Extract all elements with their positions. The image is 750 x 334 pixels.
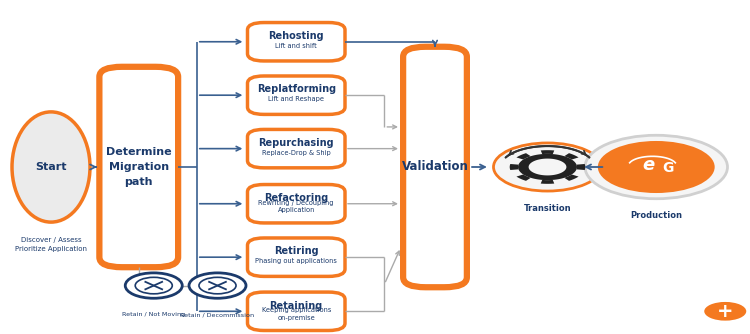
- Text: Phasing out applications: Phasing out applications: [255, 258, 338, 264]
- Text: Rewriting / Decoupling
Application: Rewriting / Decoupling Application: [259, 200, 334, 213]
- FancyBboxPatch shape: [248, 184, 345, 223]
- Circle shape: [585, 135, 728, 199]
- Circle shape: [199, 277, 236, 294]
- FancyBboxPatch shape: [248, 292, 345, 331]
- Text: Refactoring: Refactoring: [264, 193, 328, 203]
- Polygon shape: [564, 153, 578, 160]
- FancyBboxPatch shape: [404, 47, 466, 287]
- Text: Retain / Not Moving: Retain / Not Moving: [122, 312, 185, 317]
- Text: Production: Production: [630, 211, 682, 220]
- Text: Validation: Validation: [401, 161, 469, 173]
- FancyBboxPatch shape: [248, 76, 345, 114]
- FancyBboxPatch shape: [248, 23, 345, 61]
- Text: Transition: Transition: [524, 204, 572, 213]
- FancyBboxPatch shape: [248, 238, 345, 277]
- Text: Lift and Reshape: Lift and Reshape: [268, 96, 324, 102]
- Text: Repurchasing: Repurchasing: [259, 138, 334, 148]
- Text: +: +: [717, 302, 734, 321]
- Ellipse shape: [12, 112, 90, 222]
- Circle shape: [538, 163, 557, 171]
- Text: Retaining: Retaining: [270, 301, 322, 311]
- Polygon shape: [577, 164, 585, 170]
- Polygon shape: [517, 153, 531, 160]
- Text: Retiring: Retiring: [274, 246, 319, 256]
- Text: Lift and shift: Lift and shift: [275, 43, 317, 49]
- Text: Start: Start: [35, 162, 67, 172]
- Text: Discover / Assess
Prioritize Application: Discover / Assess Prioritize Application: [15, 237, 87, 252]
- Polygon shape: [517, 174, 531, 181]
- Polygon shape: [564, 174, 578, 181]
- Text: Rehosting: Rehosting: [268, 31, 324, 41]
- Circle shape: [125, 273, 182, 298]
- Polygon shape: [510, 164, 518, 170]
- Text: e: e: [643, 156, 655, 174]
- Text: Retain / Decommission: Retain / Decommission: [181, 312, 254, 317]
- FancyBboxPatch shape: [248, 129, 345, 168]
- Text: G: G: [662, 161, 674, 175]
- Polygon shape: [541, 180, 554, 184]
- Text: Determine
Migration
path: Determine Migration path: [106, 147, 172, 187]
- Text: Replace-Drop & Ship: Replace-Drop & Ship: [262, 150, 331, 156]
- Circle shape: [135, 277, 172, 294]
- Circle shape: [189, 273, 246, 298]
- Circle shape: [598, 141, 715, 193]
- Circle shape: [704, 302, 746, 321]
- Circle shape: [494, 143, 602, 191]
- Text: Replatforming: Replatforming: [256, 84, 336, 94]
- Polygon shape: [541, 150, 554, 154]
- FancyBboxPatch shape: [99, 67, 178, 267]
- Polygon shape: [518, 154, 577, 180]
- Text: Keeping applications
on-premise: Keeping applications on-premise: [262, 307, 331, 321]
